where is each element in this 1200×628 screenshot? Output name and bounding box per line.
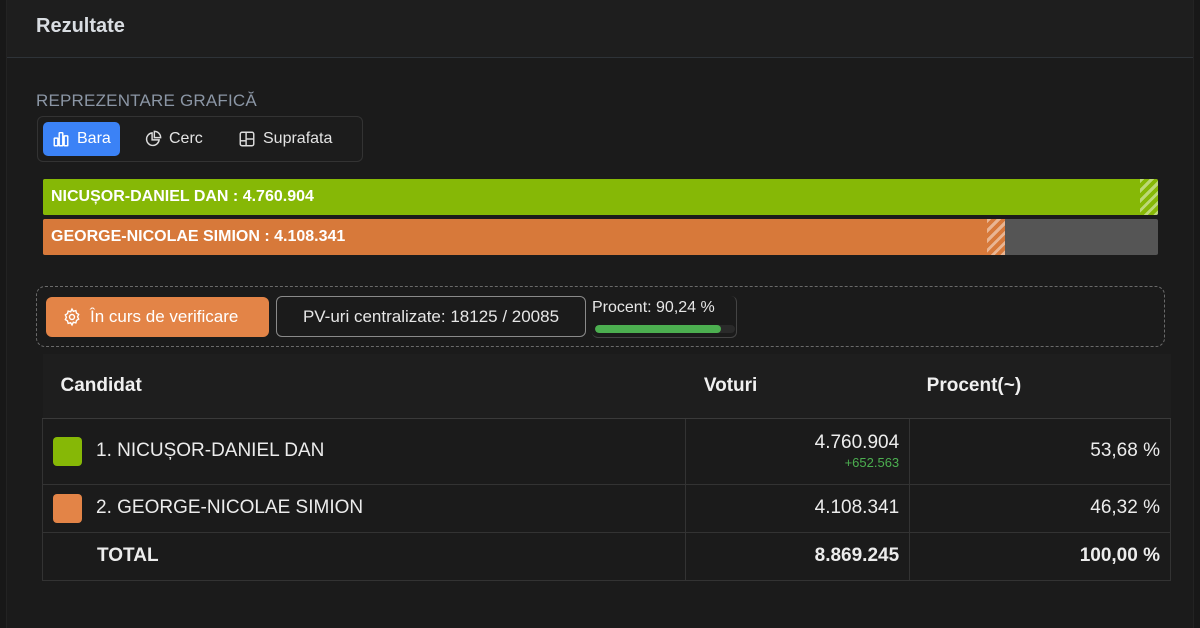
- total-label: TOTAL: [41, 531, 687, 581]
- candidate-name: 1. NICUȘOR-DANIEL DAN: [96, 440, 325, 461]
- pv-centralized-badge: PV-uri centralizate: 18125 / 20085: [276, 296, 586, 337]
- verification-status-button[interactable]: În curs de verificare: [46, 297, 269, 337]
- panel-header: Rezultate: [7, 0, 1193, 58]
- bar-stripe: [1140, 179, 1158, 215]
- pie-view-label: Cerc: [169, 130, 203, 147]
- candidate-color-swatch: [53, 493, 82, 523]
- candidate-bar-1: NICUȘOR-DANIEL DAN : 4.760.904: [43, 179, 1158, 215]
- graph-section-label: REPREZENTARE GRAFICĂ: [36, 91, 257, 110]
- total-percent: 100,00 %: [909, 531, 1171, 581]
- votes-cell: 4.108.341: [685, 483, 911, 533]
- area-view-label: Suprafata: [263, 130, 333, 147]
- procent-progress: Procent: 90,24 %: [592, 296, 737, 338]
- results-table: Candidat Voturi Procent(~) 1. NICUȘOR-DA…: [41, 354, 1171, 581]
- votes-value: 4.108.341: [814, 497, 900, 518]
- pie-chart-icon: [145, 130, 162, 147]
- bar-chart-icon: [53, 131, 69, 147]
- candidate-cell: 1. NICUȘOR-DANIEL DAN: [41, 417, 687, 485]
- candidate-color-swatch: [53, 436, 82, 466]
- layout-grid-icon: [239, 131, 255, 147]
- candidate-bar-2: GEORGE-NICOLAE SIMION : 4.108.341: [43, 219, 1158, 255]
- header-candidat: Candidat: [42, 354, 686, 419]
- procent-label: Procent: 90,24 %: [592, 299, 715, 316]
- area-view-button[interactable]: Suprafata: [229, 122, 341, 156]
- count-status-box: În curs de verificare PV-uri centralizat…: [36, 286, 1165, 347]
- bar-stripe: [987, 219, 1006, 255]
- header-voturi: Voturi: [685, 354, 910, 419]
- candidate-bar-2-fill: [43, 219, 1006, 255]
- candidate-name: 2. GEORGE-NICOLAE SIMION: [96, 497, 364, 518]
- bar-view-button[interactable]: Bara: [43, 122, 120, 156]
- gear-icon: [64, 307, 80, 327]
- results-panel: Rezultate REPREZENTARE GRAFICĂ Bara Cerc…: [6, 0, 1194, 628]
- chart-type-toggle: Bara Cerc Suprafata: [37, 116, 363, 162]
- table-row: 2. GEORGE-NICOLAE SIMION 4.108.341 46,32…: [41, 483, 1171, 533]
- table-row: 1. NICUȘOR-DANIEL DAN 4.760.904 +652.563…: [41, 417, 1171, 485]
- candidate-bar-1-fill: [43, 179, 1158, 215]
- page-title: Rezultate: [36, 15, 125, 37]
- percent-cell: 53,68 %: [909, 417, 1171, 485]
- candidate-cell: 2. GEORGE-NICOLAE SIMION: [41, 483, 687, 533]
- header-procent: Procent(~): [909, 354, 1171, 419]
- votes-cell: 4.760.904 +652.563: [685, 417, 911, 485]
- candidate-bar-2-label: GEORGE-NICOLAE SIMION : 4.108.341: [51, 228, 346, 245]
- procent-progress-fill: [595, 325, 722, 333]
- table-total-row: TOTAL 8.869.245 100,00 %: [41, 531, 1171, 581]
- candidate-bar-1-label: NICUȘOR-DANIEL DAN : 4.760.904: [51, 188, 314, 205]
- table-header-row: Candidat Voturi Procent(~): [42, 354, 1171, 419]
- procent-progress-track: [595, 325, 735, 333]
- verification-status-label: În curs de verificare: [90, 307, 239, 326]
- votes-delta: +652.563: [844, 455, 900, 470]
- bar-view-label: Bara: [77, 130, 111, 147]
- pie-view-button[interactable]: Cerc: [135, 122, 212, 156]
- total-votes: 8.869.245: [685, 531, 911, 581]
- votes-value: 4.760.904: [814, 432, 900, 453]
- percent-cell: 46,32 %: [909, 483, 1171, 533]
